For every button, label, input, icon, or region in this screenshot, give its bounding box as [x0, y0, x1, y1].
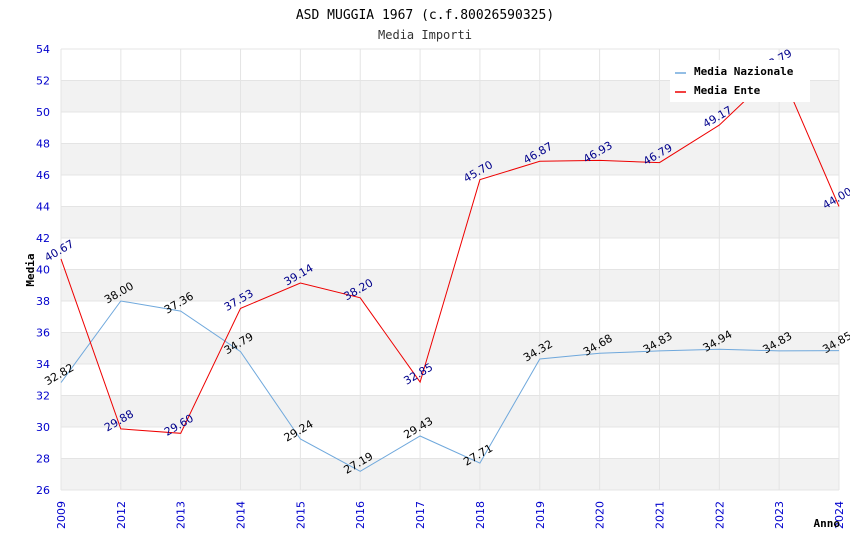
y-tick-label: 42	[36, 232, 50, 245]
grid-band	[61, 395, 839, 427]
grid-band	[61, 206, 839, 238]
grid-band	[61, 269, 839, 301]
y-tick-label: 50	[36, 106, 50, 119]
grid-bands	[61, 80, 839, 490]
x-tick-label: 2020	[594, 501, 607, 529]
y-tick-label: 40	[36, 264, 50, 277]
x-tick-label: 2016	[354, 501, 367, 529]
x-tick-label: 2017	[414, 501, 427, 529]
x-tick-label: 2013	[175, 501, 188, 529]
x-axis-label: Anno	[814, 517, 841, 530]
y-tick-label: 46	[36, 169, 50, 182]
series-group	[60, 67, 840, 472]
x-tick-label: 2024	[833, 501, 846, 529]
legend-label-media-ente: Media Ente	[694, 84, 761, 97]
x-tick-label: 2022	[713, 501, 726, 529]
x-tick-label: 2021	[653, 501, 666, 529]
x-tick-label: 2015	[294, 501, 307, 529]
y-tick-label: 36	[36, 327, 50, 340]
x-tick-label: 2009	[55, 501, 68, 529]
y-tick-label: 26	[36, 484, 50, 497]
x-tick-label: 2019	[534, 501, 547, 529]
y-tick-label: 32	[36, 390, 50, 403]
grid-band	[61, 332, 839, 364]
y-axis-label: Media	[24, 253, 37, 286]
x-tick-label: 2023	[773, 501, 786, 529]
grid-lines	[60, 48, 840, 491]
chart-subtitle: Media Importi	[378, 28, 472, 42]
chart-title: ASD MUGGIA 1967 (c.f.80026590325)	[296, 8, 554, 23]
y-tick-label: 28	[36, 453, 50, 466]
legend-label-media-nazionale: Media Nazionale	[694, 65, 794, 78]
y-tick-label: 54	[36, 43, 50, 56]
y-tick-label: 48	[36, 138, 50, 151]
data-label: 32.85	[401, 361, 435, 388]
grid-band	[61, 143, 839, 175]
y-tick-label: 52	[36, 75, 50, 88]
series-line-media-nazionale	[60, 300, 840, 472]
x-tick-label: 2018	[474, 501, 487, 529]
y-tick-label: 34	[36, 358, 50, 371]
grid-band	[61, 458, 839, 490]
legend: Media Nazionale Media Ente	[670, 60, 810, 102]
x-tick-label: 2012	[115, 501, 128, 529]
y-tick-label: 38	[36, 295, 50, 308]
legend-box	[670, 60, 810, 102]
x-tick-label: 2014	[235, 501, 248, 529]
y-tick-label: 44	[36, 201, 50, 214]
x-axis-ticks: 2009 2012 2013 2014 2015 2016 2017 2018 2019 2020…	[55, 501, 846, 529]
y-tick-label: 30	[36, 421, 50, 434]
y-axis-ticks: 26 28 30 32 34 36 38 40 42 44 46 48 50 52 54	[36, 43, 50, 497]
series-line-media-ente	[60, 67, 840, 434]
